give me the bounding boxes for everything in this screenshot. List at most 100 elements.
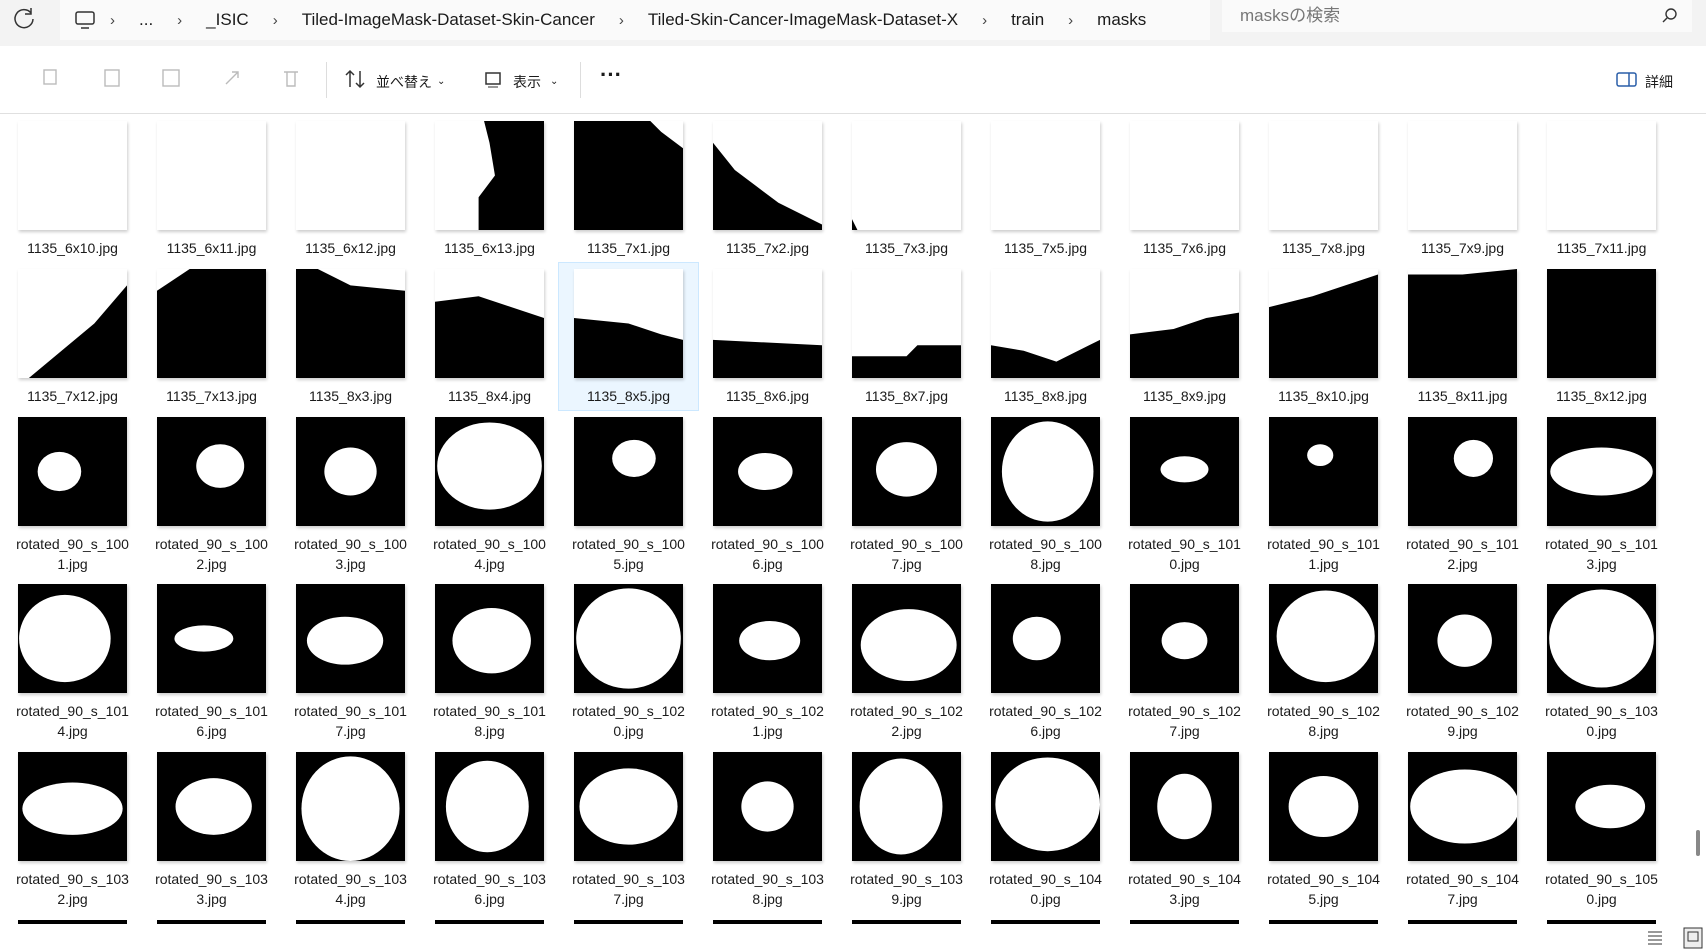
thumbnail xyxy=(852,584,961,693)
file-item[interactable]: rotated_90_s_1005.jpg xyxy=(559,411,698,578)
file-item[interactable]: rotated_90_s_1016.jpg xyxy=(142,578,281,745)
more-button[interactable]: ··· xyxy=(600,62,622,87)
mask-region xyxy=(739,621,801,661)
file-item[interactable]: rotated_90_s_1003.jpg xyxy=(281,411,420,578)
file-item[interactable]: 1135_7x8.jpg xyxy=(1254,115,1393,262)
file-item[interactable]: rotated_90_s_1027.jpg xyxy=(1115,578,1254,745)
file-item[interactable]: rotated_90_s_1029.jpg xyxy=(1393,578,1532,745)
file-item[interactable]: rotated_90_s_1020.jpg xyxy=(559,578,698,745)
breadcrumb-item[interactable]: masks xyxy=(1097,10,1147,29)
mask-region xyxy=(1157,773,1212,840)
file-item[interactable]: 1135_8x11.jpg xyxy=(1393,263,1532,410)
file-item[interactable]: 1135_7x11.jpg xyxy=(1532,115,1671,262)
breadcrumb-item[interactable]: train xyxy=(1011,10,1045,29)
file-item[interactable]: 1135_6x11.jpg xyxy=(142,115,281,262)
mask-region xyxy=(28,285,127,378)
file-name: 1135_8x11.jpg xyxy=(1417,388,1508,404)
partial-thumbnail xyxy=(852,920,961,924)
file-item[interactable]: 1135_6x13.jpg xyxy=(420,115,559,262)
file-name: rotated_90_s_1022.jpg xyxy=(850,703,963,739)
file-item[interactable]: 1135_8x7.jpg xyxy=(837,263,976,410)
breadcrumb-item[interactable]: ... xyxy=(139,10,154,29)
file-item[interactable]: 1135_7x9.jpg xyxy=(1393,115,1532,262)
file-item[interactable]: rotated_90_s_1039.jpg xyxy=(837,746,976,913)
mask-region xyxy=(991,339,1100,378)
breadcrumb-item[interactable]: Tiled-ImageMask-Dataset-Skin-Cancer xyxy=(301,10,595,29)
file-name: rotated_90_s_1047.jpg xyxy=(1406,871,1519,907)
thumbnail xyxy=(18,269,127,378)
file-item[interactable]: 1135_8x6.jpg xyxy=(698,263,837,410)
refresh-icon[interactable] xyxy=(4,0,44,40)
file-item[interactable]: rotated_90_s_1036.jpg xyxy=(420,746,559,913)
mask-region xyxy=(19,594,111,683)
file-item[interactable]: 1135_7x12.jpg xyxy=(3,263,142,410)
mask-region xyxy=(1453,439,1494,477)
file-item[interactable]: rotated_90_s_1030.jpg xyxy=(1532,578,1671,745)
file-item[interactable]: 1135_8x9.jpg xyxy=(1115,263,1254,410)
file-item[interactable]: rotated_90_s_1038.jpg xyxy=(698,746,837,913)
thumb-bg xyxy=(1130,121,1239,230)
file-item[interactable]: rotated_90_s_1008.jpg xyxy=(976,411,1115,578)
file-item[interactable]: 1135_8x4.jpg xyxy=(420,263,559,410)
thumbnail xyxy=(296,269,405,378)
file-item[interactable]: rotated_90_s_1010.jpg xyxy=(1115,411,1254,578)
file-item[interactable]: rotated_90_s_1040.jpg xyxy=(976,746,1115,913)
file-item[interactable]: rotated_90_s_1022.jpg xyxy=(837,578,976,745)
thumb-bg xyxy=(18,121,127,230)
view-toggle[interactable] xyxy=(1646,922,1706,952)
file-item[interactable]: rotated_90_s_1014.jpg xyxy=(3,578,142,745)
file-item[interactable]: rotated_90_s_1021.jpg xyxy=(698,578,837,745)
thumbnail xyxy=(1408,121,1517,230)
file-name: rotated_90_s_1008.jpg xyxy=(989,536,1102,572)
file-item[interactable]: 1135_7x2.jpg xyxy=(698,115,837,262)
file-item[interactable]: rotated_90_s_1011.jpg xyxy=(1254,411,1393,578)
file-name: rotated_90_s_1003.jpg xyxy=(294,536,407,572)
file-item[interactable]: rotated_90_s_1050.jpg xyxy=(1532,746,1671,913)
file-name: 1135_8x12.jpg xyxy=(1556,388,1647,404)
file-item[interactable]: 1135_7x3.jpg xyxy=(837,115,976,262)
file-item[interactable]: rotated_90_s_1004.jpg xyxy=(420,411,559,578)
file-item[interactable]: 1135_7x1.jpg xyxy=(559,115,698,262)
mask-region xyxy=(738,452,793,491)
thumbnail xyxy=(574,584,683,693)
file-item[interactable]: rotated_90_s_1026.jpg xyxy=(976,578,1115,745)
file-item[interactable]: rotated_90_s_1013.jpg xyxy=(1532,411,1671,578)
file-item[interactable]: rotated_90_s_1012.jpg xyxy=(1393,411,1532,578)
file-item[interactable]: rotated_90_s_1001.jpg xyxy=(3,411,142,578)
file-item[interactable]: rotated_90_s_1017.jpg xyxy=(281,578,420,745)
file-item[interactable]: 1135_7x6.jpg xyxy=(1115,115,1254,262)
file-item[interactable]: rotated_90_s_1043.jpg xyxy=(1115,746,1254,913)
view-button[interactable]: 表示 xyxy=(513,74,541,90)
file-name: 1135_7x3.jpg xyxy=(864,240,949,256)
file-item[interactable]: rotated_90_s_1028.jpg xyxy=(1254,578,1393,745)
file-item[interactable]: 1135_8x3.jpg xyxy=(281,263,420,410)
mask-region xyxy=(445,760,529,853)
file-item[interactable]: 1135_8x12.jpg xyxy=(1532,263,1671,410)
file-item[interactable]: rotated_90_s_1018.jpg xyxy=(420,578,559,745)
breadcrumb-item[interactable]: _ISIC xyxy=(206,10,249,29)
file-item[interactable]: rotated_90_s_1037.jpg xyxy=(559,746,698,913)
sort-button[interactable]: 並べ替え xyxy=(376,74,432,90)
file-item[interactable]: rotated_90_s_1047.jpg xyxy=(1393,746,1532,913)
partial-thumbnail xyxy=(296,920,405,924)
file-item[interactable]: 1135_7x5.jpg xyxy=(976,115,1115,262)
breadcrumb-item[interactable]: Tiled-Skin-Cancer-ImageMask-Dataset-X xyxy=(647,10,959,29)
thumbnail xyxy=(1130,584,1239,693)
mask-region xyxy=(995,757,1100,852)
file-item[interactable]: 1135_7x13.jpg xyxy=(142,263,281,410)
file-item[interactable]: 1135_8x10.jpg xyxy=(1254,263,1393,410)
file-item[interactable]: rotated_90_s_1034.jpg xyxy=(281,746,420,913)
file-item[interactable]: rotated_90_s_1007.jpg xyxy=(837,411,976,578)
file-name: rotated_90_s_1038.jpg xyxy=(711,871,824,907)
details-button[interactable]: 詳細 xyxy=(1645,74,1673,90)
search-box[interactable]: masksの検索 xyxy=(1222,0,1692,32)
file-item[interactable]: 1135_8x5.jpg xyxy=(558,262,699,411)
file-item[interactable]: 1135_6x12.jpg xyxy=(281,115,420,262)
file-item[interactable]: 1135_8x8.jpg xyxy=(976,263,1115,410)
file-item[interactable]: rotated_90_s_1033.jpg xyxy=(142,746,281,913)
file-item[interactable]: rotated_90_s_1032.jpg xyxy=(3,746,142,913)
file-item[interactable]: rotated_90_s_1045.jpg xyxy=(1254,746,1393,913)
file-item[interactable]: rotated_90_s_1006.jpg xyxy=(698,411,837,578)
file-item[interactable]: rotated_90_s_1002.jpg xyxy=(142,411,281,578)
file-item[interactable]: 1135_6x10.jpg xyxy=(3,115,142,262)
